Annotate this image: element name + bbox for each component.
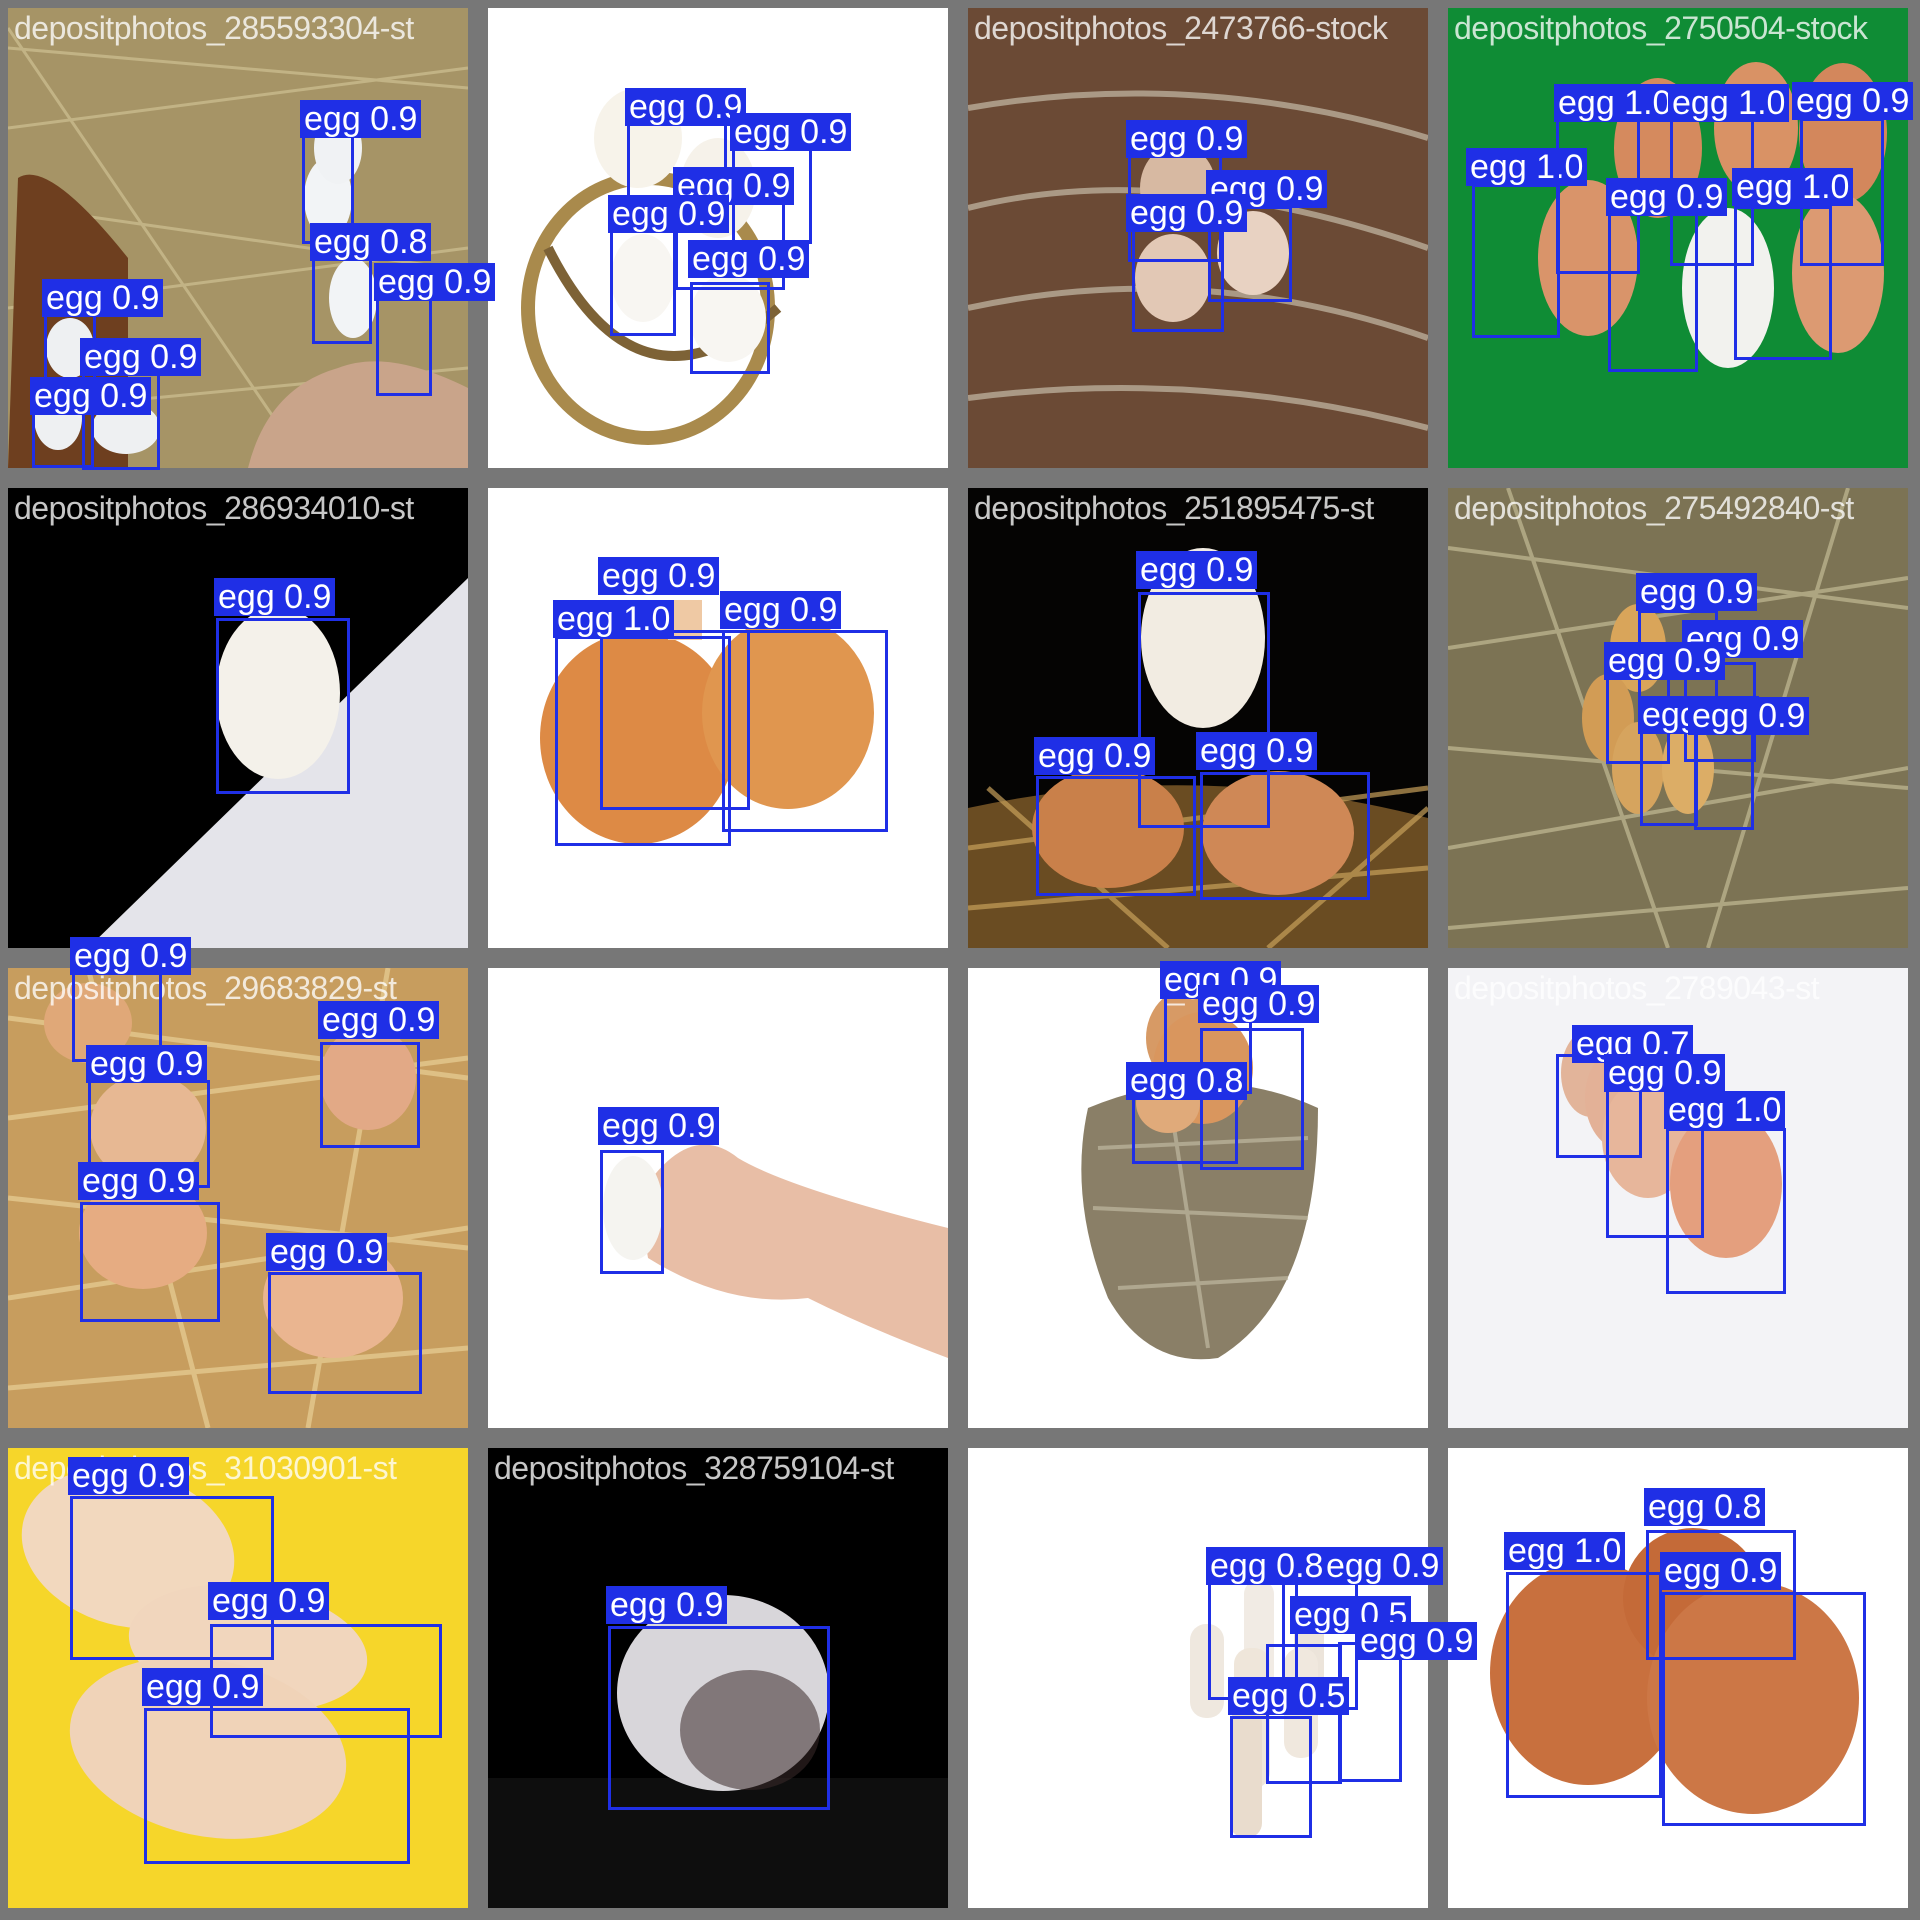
tile-14-image [488, 1448, 948, 1908]
tile-2: depositphotos_32297177-stock-photo [488, 8, 948, 468]
tile-16-image [1448, 1448, 1908, 1908]
tile-15-image [968, 1448, 1428, 1908]
tile-2-image [488, 8, 948, 468]
tile-8: depositphotos_275492840-st [1448, 488, 1908, 948]
tile-1: depositphotos_285593304-st [8, 8, 468, 468]
tile-12-image [1448, 968, 1908, 1428]
tile-4-image [1448, 8, 1908, 468]
tile-16: depositphotos_2842093-st [1448, 1448, 1908, 1908]
tile-7: depositphotos_251895475-st [968, 488, 1428, 948]
tile-10: depositphotos_327234652-st [488, 968, 948, 1428]
tile-7-image [968, 488, 1428, 948]
tile-14: depositphotos_328759104-st [488, 1448, 948, 1908]
tile-13: depositphotos_31030901-st [8, 1448, 468, 1908]
tile-5: depositphotos_286934010-st [8, 488, 468, 948]
tile-10-image [488, 968, 948, 1428]
tile-3-image [968, 8, 1428, 468]
tile-1-image [8, 8, 468, 468]
tile-9-image [8, 968, 468, 1428]
tile-6: depositphotos_3245067-stock [488, 488, 948, 948]
tile-3: depositphotos_2473766-stock [968, 8, 1428, 468]
tile-11-image [968, 968, 1428, 1428]
tile-5-image [8, 488, 468, 948]
tile-9: depositphotos_29683829-st [8, 968, 468, 1428]
tile-11: depositphotos_53064-st [968, 968, 1428, 1428]
tile-6-image [488, 488, 948, 948]
tile-12: depositphotos_2789043-st [1448, 968, 1908, 1428]
tile-15: depositphotos_265626130-st [968, 1448, 1428, 1908]
tile-4: depositphotos_2750504-stock [1448, 8, 1908, 468]
tile-8-image [1448, 488, 1908, 948]
tile-13-image [8, 1448, 468, 1908]
